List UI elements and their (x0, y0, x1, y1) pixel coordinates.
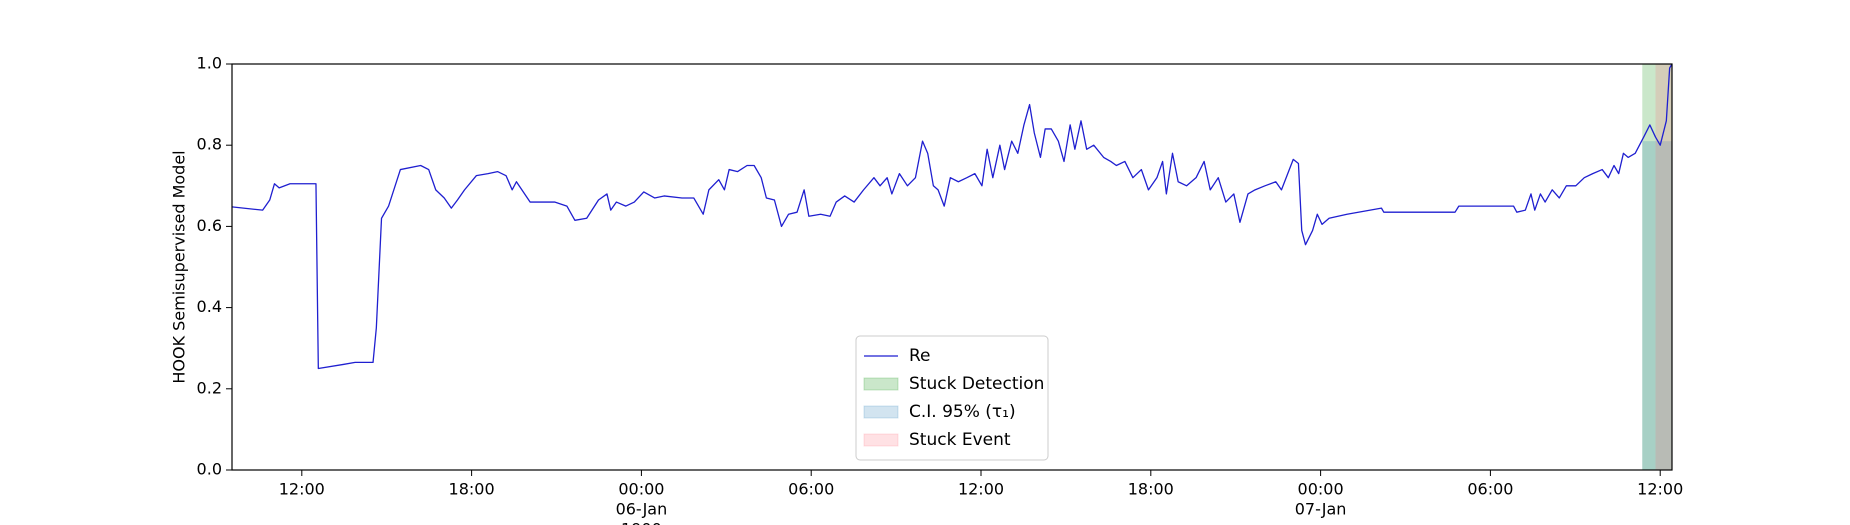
span (1655, 64, 1672, 470)
plot-frame (231, 63, 1673, 471)
y-tick-label: 0.6 (197, 216, 222, 235)
legend-label: Re (909, 346, 931, 366)
legend-label: C.I. 95% (τ₁) (909, 402, 1016, 422)
x-tick-label: 00:00 (1298, 480, 1344, 499)
legend-label: Stuck Event (909, 430, 1011, 450)
y-tick-label: 0.0 (197, 460, 222, 479)
y-tick-label: 0.8 (197, 135, 222, 154)
y-tick-label: 0.4 (197, 297, 222, 316)
legend-swatch (863, 433, 899, 447)
x-tick-label: 1900 (621, 520, 662, 525)
legend-box (855, 335, 1049, 461)
x-tick-label: 06:00 (1467, 480, 1513, 499)
legend-label: Stuck Detection (909, 374, 1044, 394)
x-tick-label: 12:00 (279, 480, 325, 499)
line (231, 63, 1673, 370)
y-axis-label: HOOK Semisupervised Model (170, 150, 189, 383)
x-tick-label: 18:00 (1128, 480, 1174, 499)
x-tick-label: 18:00 (449, 480, 495, 499)
y-tick-label: 1.0 (197, 54, 222, 73)
x-tick-label: 06:00 (788, 480, 834, 499)
legend-swatch (863, 405, 899, 419)
x-tick-label: 12:00 (1637, 480, 1683, 499)
x-tick-label: 00:00 (618, 480, 664, 499)
x-tick-label: 06-Jan (616, 500, 668, 519)
legend-swatch (863, 377, 899, 391)
legend: Re Stuck Detection C.I. 95% (τ₁) Stuck Even… (855, 335, 1049, 461)
y-tick-label: 0.2 (197, 378, 222, 397)
span (1642, 141, 1672, 470)
span (1642, 64, 1672, 470)
x-tick-label: 07-Jan (1295, 500, 1347, 519)
x-tick-label: 12:00 (958, 480, 1004, 499)
